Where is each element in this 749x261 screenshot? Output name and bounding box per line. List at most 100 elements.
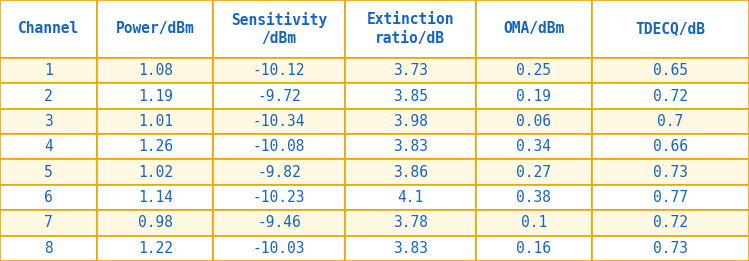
Bar — [592, 185, 749, 210]
Bar — [592, 83, 749, 109]
Text: 1.14: 1.14 — [138, 190, 173, 205]
Text: 1.08: 1.08 — [138, 63, 173, 78]
Text: 0.77: 0.77 — [653, 190, 688, 205]
Bar — [0, 159, 97, 185]
Bar — [345, 0, 476, 58]
Bar — [345, 159, 476, 185]
Text: Sensitivity
/dBm: Sensitivity /dBm — [231, 12, 327, 46]
Text: 0.34: 0.34 — [516, 139, 551, 154]
Text: -9.82: -9.82 — [257, 165, 301, 180]
Text: 0.72: 0.72 — [653, 88, 688, 104]
Bar — [97, 0, 213, 58]
Bar — [213, 0, 345, 58]
Text: 3.83: 3.83 — [392, 139, 428, 154]
Bar — [0, 109, 97, 134]
Bar — [213, 109, 345, 134]
Bar — [476, 58, 592, 83]
Text: 8: 8 — [44, 241, 53, 256]
Bar — [476, 159, 592, 185]
Bar — [345, 134, 476, 159]
Text: 5: 5 — [44, 165, 53, 180]
Bar — [592, 0, 749, 58]
Text: 0.72: 0.72 — [653, 215, 688, 230]
Bar — [213, 236, 345, 261]
Text: 3.86: 3.86 — [392, 165, 428, 180]
Text: 1.22: 1.22 — [138, 241, 173, 256]
Text: -9.72: -9.72 — [257, 88, 301, 104]
Text: 0.25: 0.25 — [516, 63, 551, 78]
Bar — [0, 83, 97, 109]
Bar — [213, 83, 345, 109]
Bar — [97, 134, 213, 159]
Text: -10.03: -10.03 — [252, 241, 306, 256]
Text: Channel: Channel — [18, 21, 79, 37]
Text: 4.1: 4.1 — [397, 190, 423, 205]
Bar — [97, 159, 213, 185]
Bar — [476, 109, 592, 134]
Bar — [476, 236, 592, 261]
Text: 0.16: 0.16 — [516, 241, 551, 256]
Bar — [97, 185, 213, 210]
Bar — [213, 185, 345, 210]
Text: -10.08: -10.08 — [252, 139, 306, 154]
Text: Extinction
ratio/dB: Extinction ratio/dB — [366, 12, 454, 46]
Text: Power/dBm: Power/dBm — [116, 21, 195, 37]
Text: 0.06: 0.06 — [516, 114, 551, 129]
Bar — [0, 185, 97, 210]
Bar — [213, 58, 345, 83]
Bar — [97, 236, 213, 261]
Bar — [345, 185, 476, 210]
Bar — [213, 134, 345, 159]
Bar — [0, 134, 97, 159]
Text: 1.02: 1.02 — [138, 165, 173, 180]
Text: 0.98: 0.98 — [138, 215, 173, 230]
Text: -9.46: -9.46 — [257, 215, 301, 230]
Bar — [592, 58, 749, 83]
Bar — [345, 83, 476, 109]
Text: 0.65: 0.65 — [653, 63, 688, 78]
Text: 1.01: 1.01 — [138, 114, 173, 129]
Bar — [476, 0, 592, 58]
Bar — [592, 109, 749, 134]
Bar — [213, 210, 345, 236]
Text: 0.27: 0.27 — [516, 165, 551, 180]
Bar — [476, 210, 592, 236]
Bar — [345, 58, 476, 83]
Text: 0.1: 0.1 — [521, 215, 547, 230]
Text: 0.38: 0.38 — [516, 190, 551, 205]
Bar — [0, 236, 97, 261]
Bar — [345, 210, 476, 236]
Text: 3: 3 — [44, 114, 53, 129]
Bar — [97, 58, 213, 83]
Bar — [97, 109, 213, 134]
Text: 0.66: 0.66 — [653, 139, 688, 154]
Text: 3.78: 3.78 — [392, 215, 428, 230]
Bar — [97, 210, 213, 236]
Text: 3.98: 3.98 — [392, 114, 428, 129]
Text: 1: 1 — [44, 63, 53, 78]
Bar — [0, 0, 97, 58]
Text: -10.12: -10.12 — [252, 63, 306, 78]
Bar — [345, 236, 476, 261]
Text: 3.83: 3.83 — [392, 241, 428, 256]
Bar — [476, 185, 592, 210]
Text: 7: 7 — [44, 215, 53, 230]
Bar — [592, 210, 749, 236]
Text: OMA/dBm: OMA/dBm — [503, 21, 564, 37]
Bar — [476, 134, 592, 159]
Bar — [592, 236, 749, 261]
Text: -10.23: -10.23 — [252, 190, 306, 205]
Bar — [345, 109, 476, 134]
Text: TDECQ/dB: TDECQ/dB — [635, 21, 706, 37]
Text: 4: 4 — [44, 139, 53, 154]
Bar — [213, 159, 345, 185]
Text: 0.7: 0.7 — [657, 114, 684, 129]
Text: 6: 6 — [44, 190, 53, 205]
Bar — [592, 159, 749, 185]
Text: 1.26: 1.26 — [138, 139, 173, 154]
Bar — [592, 134, 749, 159]
Text: 3.73: 3.73 — [392, 63, 428, 78]
Text: 0.73: 0.73 — [653, 241, 688, 256]
Text: -10.34: -10.34 — [252, 114, 306, 129]
Text: 3.85: 3.85 — [392, 88, 428, 104]
